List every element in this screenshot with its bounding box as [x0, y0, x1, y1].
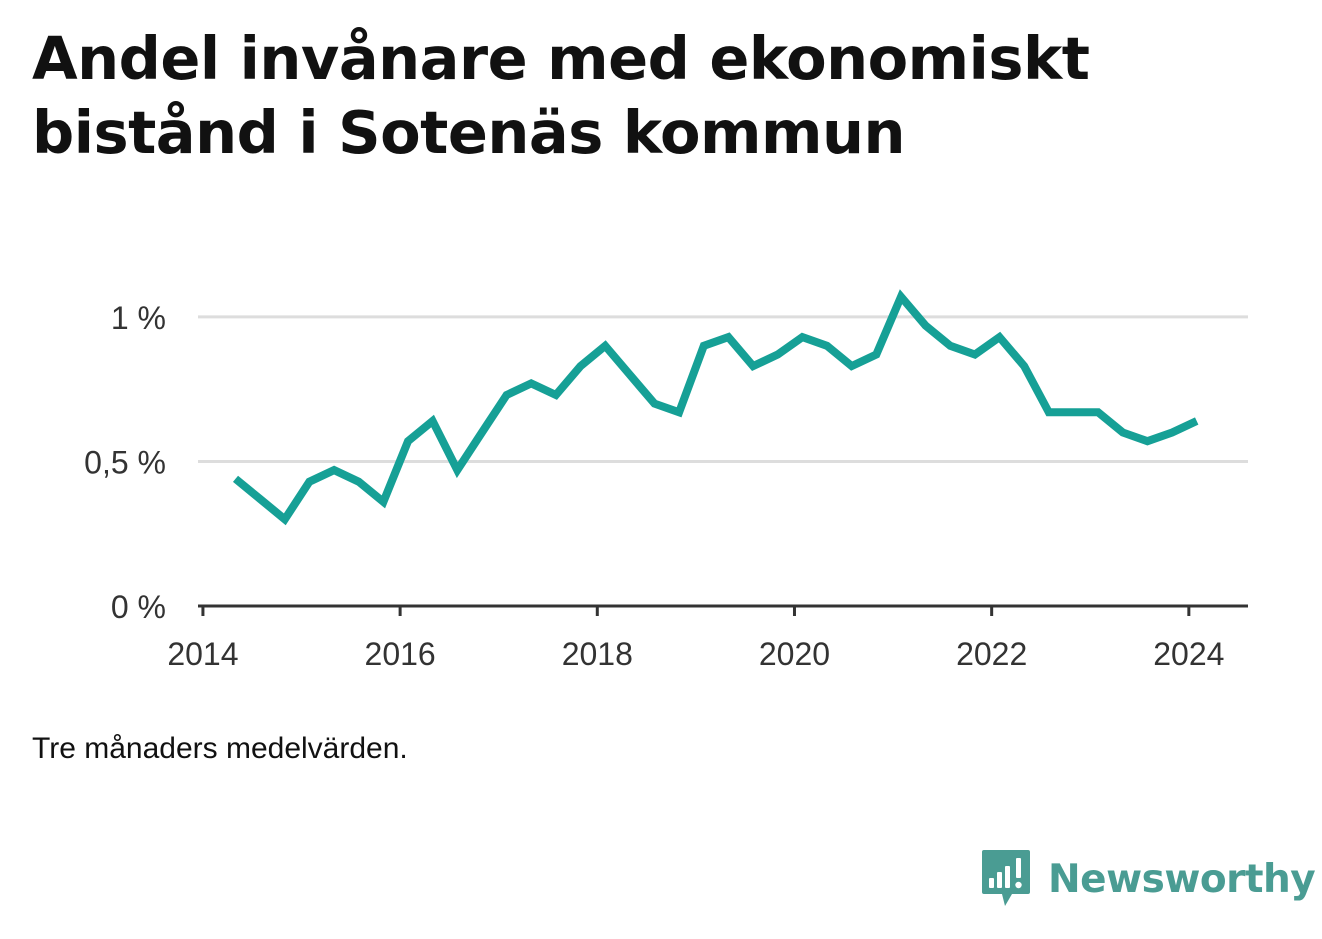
y-tick-labels: 0 % 0,5 % 1 % — [84, 300, 166, 625]
x-tick-label-4: 2022 — [956, 636, 1027, 672]
chart-title: Andel invånare med ekonomiskt bistånd i … — [32, 24, 1090, 167]
y-tick-label-0: 0 % — [111, 589, 166, 625]
chart-footnote: Tre månaders medelvärden. — [32, 732, 408, 765]
newsworthy-chart-icon — [982, 850, 1030, 906]
brand-name: Newsworthy — [1048, 856, 1316, 902]
series-line-0 — [232, 289, 1199, 526]
x-tick-label-2: 2018 — [562, 636, 633, 672]
gridlines — [198, 315, 1248, 463]
y-tick-label-2: 1 % — [111, 300, 166, 336]
x-axis: 2014 2016 2018 2020 2022 2024 — [167, 604, 1248, 672]
x-tick-label-3: 2020 — [759, 636, 830, 672]
x-tick-label-5: 2024 — [1153, 636, 1224, 672]
series-layer — [232, 289, 1199, 526]
newsworthy-logo: Newsworthy — [980, 848, 1316, 910]
y-tick-label-1: 0,5 % — [84, 444, 166, 480]
x-tick-label-1: 2016 — [365, 636, 436, 672]
x-tick-label-0: 2014 — [167, 636, 238, 672]
